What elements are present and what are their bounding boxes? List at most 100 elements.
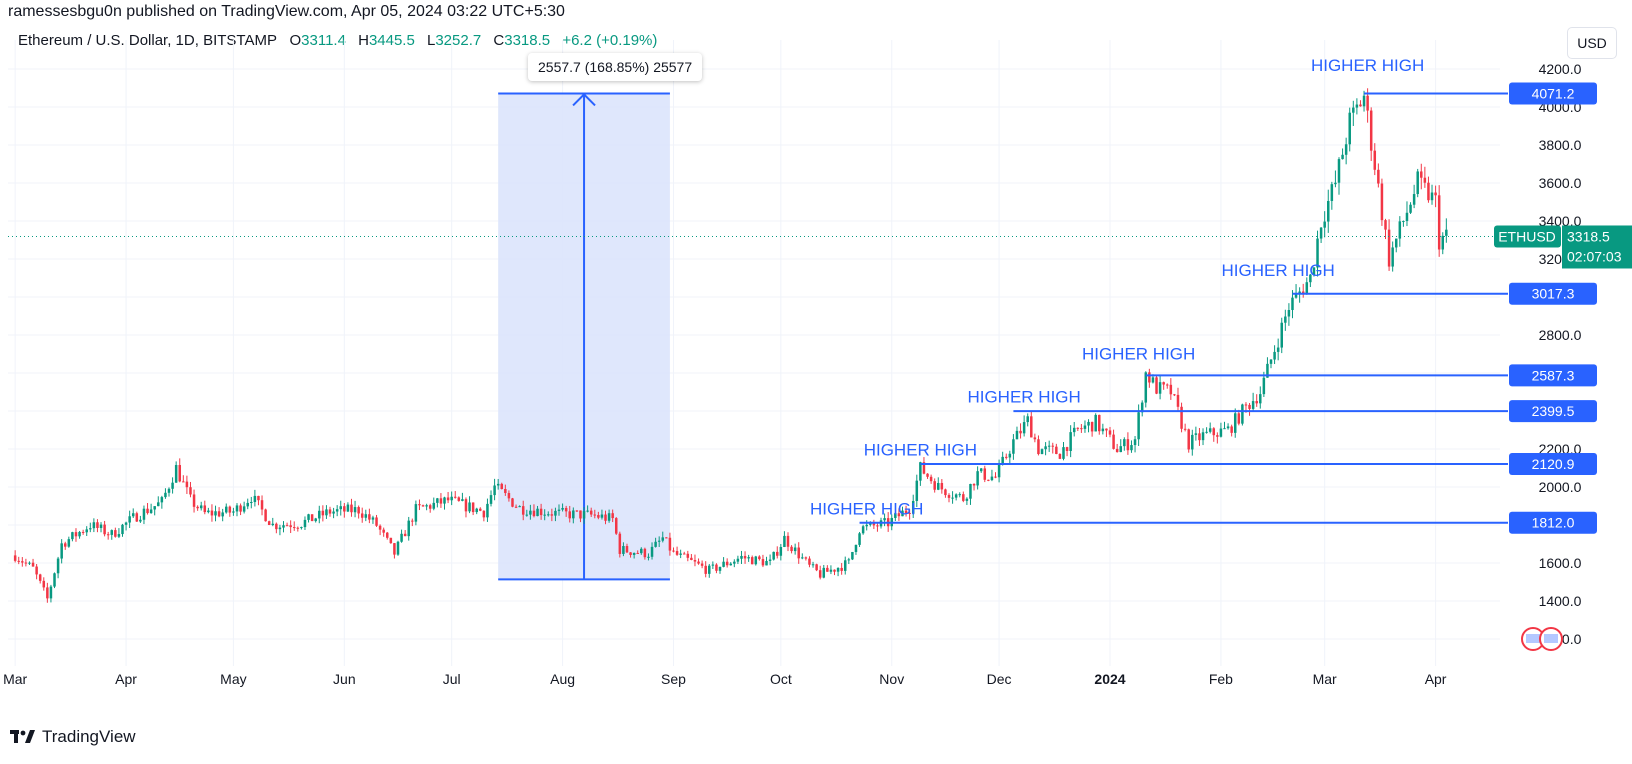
candle-body bbox=[21, 561, 24, 563]
candle-body bbox=[314, 518, 317, 522]
candle-body bbox=[42, 580, 46, 588]
candle-body bbox=[1187, 429, 1190, 450]
level-price-tag bbox=[1509, 511, 1597, 534]
candle-body bbox=[1369, 110, 1373, 151]
candle-body bbox=[1208, 428, 1212, 432]
candle-body bbox=[479, 508, 482, 511]
candle-body bbox=[267, 521, 271, 526]
candle-body bbox=[1051, 445, 1055, 447]
symbol-label: ETHUSD bbox=[1498, 228, 1556, 244]
candle-body bbox=[969, 483, 972, 499]
candle-body bbox=[865, 524, 868, 527]
candle-body bbox=[246, 502, 249, 507]
candle-body bbox=[754, 556, 758, 565]
close-label: C bbox=[493, 32, 505, 49]
candle-body bbox=[1319, 227, 1323, 239]
candle-body bbox=[718, 566, 722, 571]
candle-body bbox=[450, 496, 453, 501]
candle-body bbox=[836, 567, 840, 572]
candle-body bbox=[1251, 401, 1255, 409]
candle-body bbox=[997, 464, 1001, 478]
candle-body bbox=[990, 476, 994, 481]
candle-body bbox=[253, 495, 257, 503]
candle-body bbox=[196, 506, 199, 509]
y-tick-label: 1600.0 bbox=[1539, 555, 1582, 571]
candle-body bbox=[482, 510, 486, 518]
candle-body bbox=[1162, 382, 1165, 385]
symbol-info-bar: Ethereum / U.S. Dollar, 1D, BITSTAMP O33… bbox=[18, 32, 665, 49]
candle-body bbox=[1191, 434, 1194, 450]
candle-body bbox=[976, 471, 979, 486]
candle-body bbox=[1098, 414, 1101, 432]
higher-high-label: HIGHER HIGH bbox=[1082, 345, 1195, 364]
candle-body bbox=[1133, 439, 1137, 446]
candle-body bbox=[371, 517, 375, 520]
candle-body bbox=[1420, 171, 1423, 178]
candle-body bbox=[539, 508, 543, 516]
candle-body bbox=[131, 513, 135, 517]
candle-body bbox=[1105, 428, 1108, 431]
candle-body bbox=[1384, 220, 1387, 230]
candle-body bbox=[1316, 238, 1319, 268]
candle-body bbox=[28, 562, 31, 564]
candle-body bbox=[1248, 404, 1251, 409]
candle-body bbox=[436, 498, 439, 503]
low-label: L bbox=[427, 32, 436, 49]
candle-body bbox=[1262, 377, 1266, 395]
candle-body bbox=[67, 539, 71, 547]
candle-body bbox=[1287, 310, 1291, 317]
candle-body bbox=[239, 505, 242, 512]
candle-body bbox=[38, 574, 42, 581]
level-price-tag bbox=[1509, 282, 1597, 305]
candle-body bbox=[182, 481, 185, 483]
candle-body bbox=[901, 510, 904, 517]
currency-button[interactable]: USD bbox=[1568, 28, 1616, 58]
candle-body bbox=[1212, 428, 1216, 436]
candle-body bbox=[697, 561, 700, 564]
candle-body bbox=[1327, 200, 1330, 222]
candle-body bbox=[940, 482, 944, 490]
tradingview-logo[interactable]: TradingView bbox=[10, 727, 136, 747]
candle-body bbox=[1004, 456, 1008, 458]
candle-body bbox=[1387, 229, 1391, 267]
candle-body bbox=[876, 525, 879, 527]
candle-body bbox=[1158, 382, 1162, 394]
candle-body bbox=[235, 505, 239, 512]
x-tick-label: Mar bbox=[3, 671, 27, 687]
level-price-label: 4071.2 bbox=[1532, 85, 1575, 101]
candle-body bbox=[1165, 384, 1169, 386]
candle-body bbox=[1391, 247, 1394, 267]
candle-body bbox=[979, 468, 983, 472]
annotations: HIGHER HIGH HIGHER HIGH HIGHER HIGH HIGHER … bbox=[810, 56, 1424, 519]
candle-body bbox=[139, 519, 142, 522]
candle-body bbox=[640, 548, 643, 554]
candle-body bbox=[289, 525, 292, 528]
candle-body bbox=[604, 514, 607, 521]
candle-body bbox=[1126, 439, 1130, 451]
symbol-title[interactable]: Ethereum / U.S. Dollar, 1D, BITSTAMP bbox=[18, 32, 277, 49]
candle-body bbox=[1437, 195, 1441, 250]
candle-body bbox=[797, 547, 800, 559]
candle-body bbox=[53, 573, 56, 587]
candle-body bbox=[439, 498, 443, 504]
candle-body bbox=[121, 524, 124, 535]
candle-body bbox=[157, 502, 160, 507]
candle-body bbox=[815, 564, 818, 571]
candle-body bbox=[1445, 229, 1448, 236]
candle-body bbox=[593, 514, 597, 516]
candle-body bbox=[457, 497, 461, 501]
candle-body bbox=[532, 510, 536, 517]
candle-body bbox=[600, 514, 604, 518]
candle-body bbox=[13, 555, 17, 561]
y-tick-label: 3600.0 bbox=[1539, 175, 1582, 191]
candle-body bbox=[1348, 112, 1351, 145]
candle-body bbox=[325, 509, 328, 516]
candle-body bbox=[915, 480, 919, 501]
candle-body bbox=[883, 518, 886, 521]
candle-body bbox=[164, 492, 167, 498]
candle-body bbox=[675, 551, 679, 555]
tradingview-brand: TradingView bbox=[42, 727, 136, 746]
candle-body bbox=[729, 563, 732, 566]
y-tick-label: 4200.0 bbox=[1539, 61, 1582, 77]
